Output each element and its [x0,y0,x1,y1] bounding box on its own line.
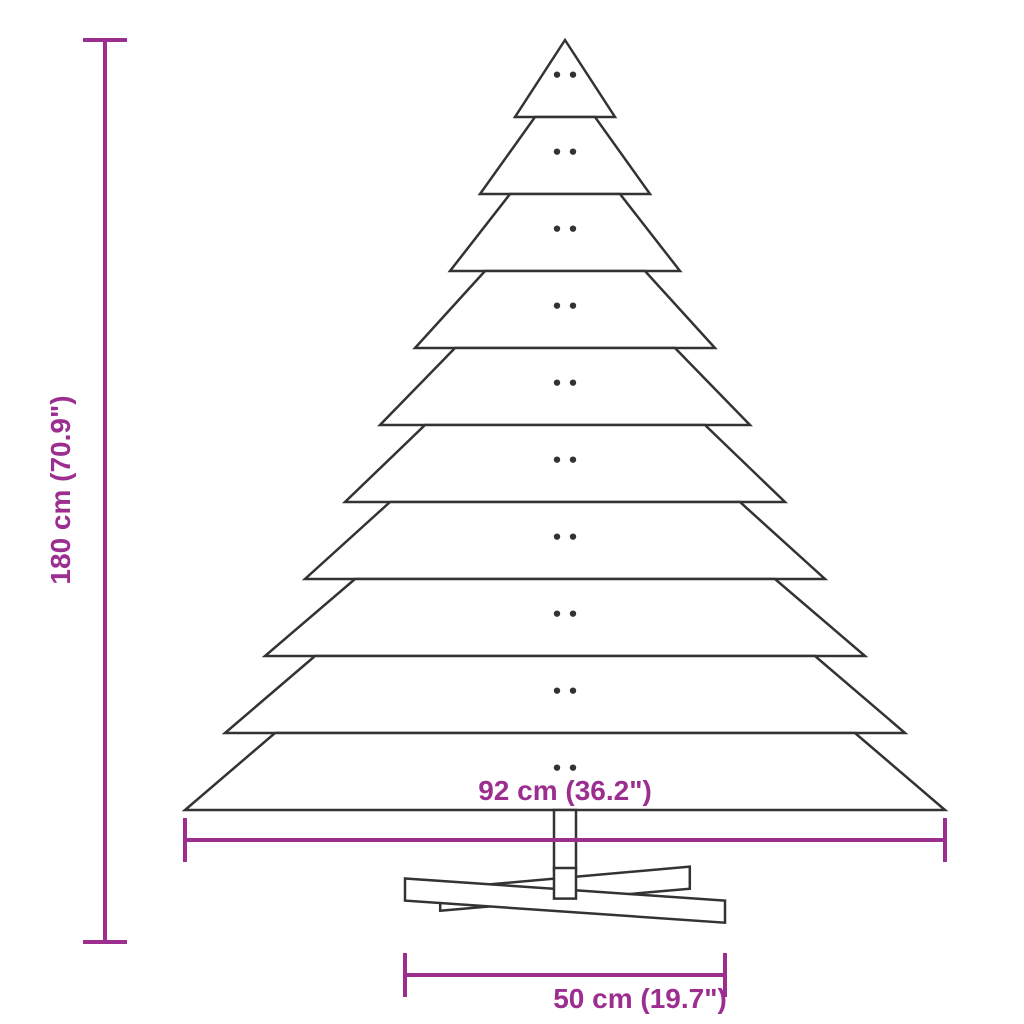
fastener-dot [570,687,576,693]
tree-tier [345,425,785,502]
fastener-dot [554,225,560,231]
tree-tier [305,502,825,579]
fastener-dot [570,302,576,308]
dimension-height: 180 cm (70.9") [45,40,127,942]
fastener-dot [570,71,576,77]
tree-tier [450,194,680,271]
dimension-label: 50 cm (19.7") [553,983,727,1014]
dimension-base-width: 50 cm (19.7") [405,953,727,1014]
fastener-dot [554,302,560,308]
fastener-dot [570,610,576,616]
tree-tier [265,579,865,656]
fastener-dot [554,533,560,539]
tree-diagram [185,40,945,810]
fastener-dot [570,148,576,154]
fastener-dot [554,456,560,462]
fastener-dot [570,456,576,462]
fastener-dot [554,71,560,77]
fastener-dot [554,379,560,385]
fastener-dot [570,533,576,539]
dimension-label: 180 cm (70.9") [45,395,76,584]
fastener-dot [570,225,576,231]
fastener-dot [554,687,560,693]
tree-stand [405,810,725,923]
fastener-dot [554,610,560,616]
fastener-dot [570,379,576,385]
fastener-dot [554,148,560,154]
tree-tier [515,40,615,117]
fastener-dot [570,764,576,770]
tree-tier [380,348,750,425]
fastener-dot [554,764,560,770]
trunk-base [554,868,576,899]
dimension-label: 92 cm (36.2") [478,775,652,806]
tree-tier [415,271,715,348]
tree-tier [225,656,905,733]
tree-tier [480,117,650,194]
